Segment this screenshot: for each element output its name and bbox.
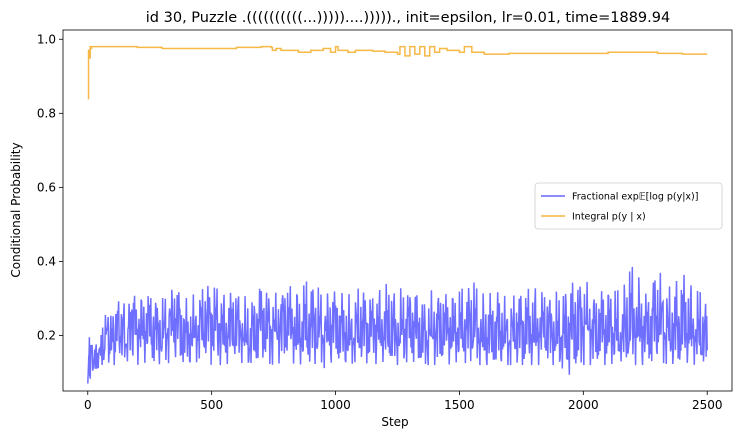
x-tick-label: 0 — [84, 398, 92, 412]
legend: Fractional exp𝔼[log p(y|x)] Integral p(y … — [534, 182, 723, 230]
x-tick-label: 2000 — [568, 398, 599, 412]
legend-label-1: Integral p(y | x) — [572, 212, 646, 223]
y-tick-label: 0.8 — [37, 106, 56, 120]
series-line-0 — [87, 266, 708, 384]
series-layer — [87, 45, 708, 384]
x-tick-label: 1000 — [320, 398, 351, 412]
y-tick-label: 0.6 — [37, 180, 56, 194]
series-line-1 — [87, 45, 708, 100]
y-tick-label: 0.2 — [37, 328, 56, 342]
legend-label-0: Fractional exp𝔼[log p(y|x)] — [572, 192, 698, 203]
axes-layer: 0 500 1000 1500 2000 2500 0.2 0.4 0.6 0.8 1.0 — [37, 29, 733, 412]
legend-box — [534, 182, 723, 230]
y-tick-label: 1.0 — [37, 32, 56, 46]
y-tick-label: 0.4 — [37, 254, 56, 268]
plot-frame — [62, 29, 733, 392]
chart-title: id 30, Puzzle .((((((((((...)))))....)))… — [146, 10, 670, 26]
x-tick-label: 1500 — [444, 398, 475, 412]
x-tick-label: 2500 — [692, 398, 723, 412]
y-axis-label: Conditional Probability — [9, 142, 23, 277]
x-axis-label: Step — [381, 415, 408, 429]
x-tick-label: 500 — [200, 398, 223, 412]
